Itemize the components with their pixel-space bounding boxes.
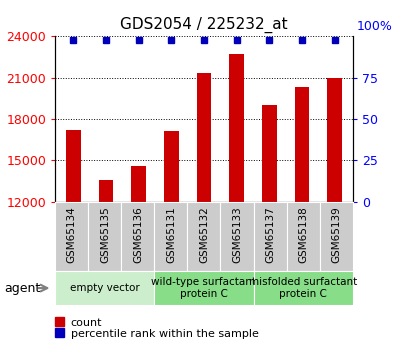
Bar	[196, 73, 211, 202]
Text: wild-type surfactant
protein C: wild-type surfactant protein C	[151, 277, 256, 299]
Text: GSM65139: GSM65139	[330, 207, 340, 263]
Text: GSM65131: GSM65131	[166, 207, 175, 263]
Bar	[99, 180, 113, 202]
Title: GDS2054 / 225232_at: GDS2054 / 225232_at	[120, 17, 287, 33]
Text: 100%: 100%	[356, 20, 392, 33]
Text: GSM65134: GSM65134	[67, 207, 76, 263]
Bar	[66, 130, 81, 202]
Text: GSM65136: GSM65136	[133, 207, 143, 263]
Bar	[164, 131, 178, 202]
Text: GSM65132: GSM65132	[198, 207, 209, 263]
Text: GSM65135: GSM65135	[100, 207, 110, 263]
Bar	[326, 78, 341, 202]
Text: GSM65138: GSM65138	[297, 207, 307, 263]
Bar	[229, 54, 243, 202]
Bar	[131, 166, 146, 202]
Text: misfolded surfactant
protein C: misfolded surfactant protein C	[248, 277, 356, 299]
Bar	[261, 105, 276, 202]
Text: empty vector: empty vector	[70, 283, 139, 293]
Bar	[294, 87, 308, 202]
Text: agent: agent	[4, 282, 40, 295]
Text: percentile rank within the sample: percentile rank within the sample	[70, 329, 258, 339]
Text: GSM65133: GSM65133	[231, 207, 241, 263]
Text: count: count	[70, 318, 102, 328]
Text: GSM65137: GSM65137	[264, 207, 274, 263]
